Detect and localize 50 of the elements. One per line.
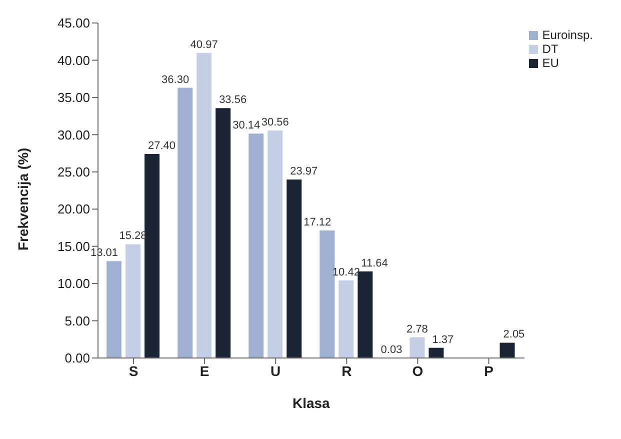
data-label: 2.78 [406,323,428,336]
data-label: 36.30 [162,74,190,86]
data-label: 40.97 [190,39,218,51]
y-tick-label: 15.00 [57,238,90,254]
data-label: 1.37 [432,334,454,346]
bar [410,337,425,358]
y-tick-label: 0.00 [64,350,90,366]
data-label: 2.05 [503,328,525,341]
data-label: 11.64 [361,257,388,270]
bar [196,53,212,358]
data-label: 33.56 [219,94,247,106]
data-label: 17.12 [304,216,332,229]
bar [338,280,354,358]
y-tick-label: 40.00 [57,52,90,68]
x-tick-label: O [412,362,424,379]
x-tick-label: R [342,362,352,379]
bar [358,271,373,358]
data-label: 23.97 [290,166,318,178]
bar [500,342,515,358]
x-tick-label: U [270,362,281,379]
y-tick-label: 20.00 [57,202,90,217]
legend-label: Euroinsp. [542,28,593,42]
x-axis-title: Klasa [292,395,330,411]
bar [144,154,160,358]
bar [320,230,335,358]
data-label: 30.56 [261,116,289,128]
bar [286,180,302,358]
bar [428,348,444,358]
y-tick-label: 45.00 [57,16,90,31]
bar [268,130,283,358]
bar [216,108,231,358]
x-tick-label: S [128,362,138,379]
x-tick-label: E [200,362,210,379]
bar [126,244,141,358]
bar [178,88,193,358]
y-tick-label: 35.00 [57,90,90,106]
data-label: 0.03 [380,344,402,356]
bar [248,134,264,358]
legend-label: DT [542,42,558,56]
data-label: 10.42 [332,266,360,278]
x-tick-label: P [484,362,494,379]
data-label: 27.40 [148,140,176,152]
y-tick-label: 25.00 [57,164,90,180]
y-tick-label: 5.00 [64,313,90,328]
y-axis-title: Frekvencija (%) [14,148,31,250]
legend-label: EU [542,56,559,70]
data-label: 30.14 [232,120,260,132]
y-tick-label: 10.00 [57,276,90,292]
y-tick-label: 30.00 [57,127,90,142]
bar [106,261,122,358]
